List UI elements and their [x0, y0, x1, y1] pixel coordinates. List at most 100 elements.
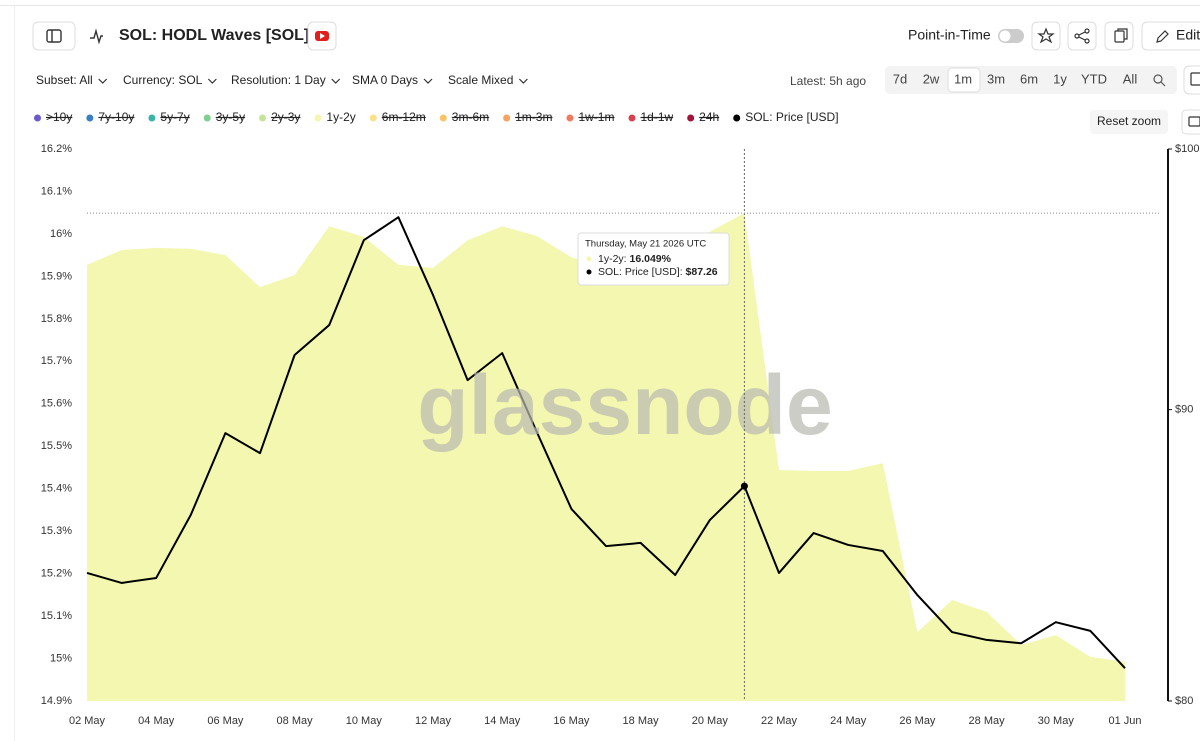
- legend-dot: [733, 114, 741, 122]
- legend-dot: [203, 114, 211, 122]
- range-button[interactable]: 3m: [987, 71, 1005, 86]
- reset-zoom-button[interactable]: [1090, 110, 1168, 134]
- watermark: glassnode: [417, 358, 832, 452]
- share-button[interactable]: [1067, 21, 1097, 51]
- chevron: [518, 78, 528, 84]
- copy-icon: [1114, 28, 1128, 43]
- x-tick-label: 12 May: [415, 715, 452, 727]
- dropdown[interactable]: Resolution: 1 Day: [231, 73, 326, 87]
- y-tick-label: 15.3%: [41, 525, 72, 537]
- y-tick-label: 14.9%: [41, 695, 72, 707]
- share-icon: [1074, 28, 1090, 44]
- tooltip-row: SOL: Price [USD]: $87.26: [598, 266, 718, 278]
- latest-label: Latest: 5h ago: [790, 74, 866, 88]
- dropdown[interactable]: SMA 0 Days: [352, 73, 418, 87]
- y-tick-label: 15%: [50, 652, 72, 664]
- edit-button[interactable]: [1141, 21, 1200, 51]
- chevron: [207, 78, 217, 84]
- range-button[interactable]: All: [1123, 71, 1138, 86]
- legend-dot: [314, 114, 322, 122]
- x-tick-label: 08 May: [277, 715, 314, 727]
- legend-label[interactable]: 2y-3y: [271, 110, 300, 124]
- y-tick-label: 16%: [50, 228, 72, 240]
- star-icon: [1037, 27, 1055, 44]
- legend-label[interactable]: SOL: Price [USD]: [745, 110, 838, 124]
- sidebar-icon: [46, 29, 62, 43]
- tooltip-dot: [586, 269, 592, 275]
- dropdown[interactable]: Scale Mixed: [448, 73, 513, 87]
- x-tick-label: 22 May: [761, 715, 798, 727]
- x-tick-label: 18 May: [623, 715, 660, 727]
- range-button[interactable]: 1y: [1053, 71, 1067, 86]
- tooltip-row: 1y-2y: 16.049%: [598, 253, 672, 265]
- legend-label[interactable]: 1w-1m: [578, 110, 614, 124]
- legend-dot: [503, 114, 511, 122]
- dropdown[interactable]: Currency: SOL: [123, 73, 203, 87]
- calendar-icon: [1190, 72, 1200, 86]
- tooltip-box: [577, 232, 730, 286]
- chevron: [98, 78, 108, 84]
- edit-label: Edit: [1176, 27, 1200, 43]
- legend-label[interactable]: 1m-3m: [515, 110, 552, 124]
- legend-dot: [34, 114, 41, 122]
- legend-dot: [259, 114, 267, 122]
- calendar-button[interactable]: [1183, 65, 1200, 95]
- x-tick-label: 16 May: [553, 715, 590, 727]
- legend-label[interactable]: 5y-7y: [160, 110, 189, 124]
- copy-button[interactable]: [1104, 21, 1134, 51]
- tooltip-value: $87.26: [686, 266, 718, 278]
- x-tick-label: 10 May: [346, 715, 383, 727]
- legend-dot: [439, 114, 447, 122]
- tooltip-title: Thursday, May 21 2026 UTC: [585, 239, 706, 250]
- legend-dot: [628, 114, 636, 122]
- range-button[interactable]: YTD: [1081, 71, 1107, 86]
- legend-dot: [86, 114, 94, 122]
- legend-label[interactable]: 24h: [699, 110, 719, 124]
- chart-title: SOL: HODL Waves [SOL]: [119, 27, 309, 44]
- legend-dot: [566, 114, 574, 122]
- legend-label[interactable]: 6m-12m: [382, 110, 426, 124]
- zoom-icon: [1153, 74, 1166, 87]
- legend-label[interactable]: 7y-10y: [98, 110, 134, 124]
- tooltip: Thursday, May 21 2026 UTC 1y-2y: 16.049%…: [577, 232, 730, 286]
- edit-icon: [1156, 30, 1169, 43]
- y-tick-label: 15.6%: [41, 398, 72, 410]
- legend-label[interactable]: >10y: [46, 110, 72, 124]
- tooltip-dot: [586, 256, 592, 262]
- x-tick-label: 28 May: [969, 715, 1006, 727]
- toggle-knob: [999, 30, 1011, 42]
- legend-label[interactable]: 1y-2y: [326, 110, 355, 124]
- range-button[interactable]: 6m: [1020, 71, 1038, 86]
- range-button[interactable]: 2w: [923, 71, 940, 86]
- y-tick-label: 16.1%: [41, 185, 72, 197]
- x-tick-label: 14 May: [484, 715, 521, 727]
- price-line: [86, 216, 1126, 669]
- legend-label[interactable]: 3m-6m: [452, 110, 489, 124]
- dropdown[interactable]: Subset: All: [36, 73, 93, 87]
- sidebar-button[interactable]: [32, 21, 76, 51]
- legend-dot: [369, 114, 377, 122]
- legend-dot: [687, 114, 695, 122]
- legend-label[interactable]: 3y-5y: [216, 110, 245, 124]
- y-tick-label: 15.9%: [41, 270, 72, 282]
- hover-point: [740, 482, 748, 490]
- x-tick-label: 20 May: [692, 715, 729, 727]
- range-button[interactable]: 7d: [893, 71, 907, 86]
- chevron: [423, 78, 433, 84]
- pulse-icon: [90, 28, 103, 45]
- range-button[interactable]: 1m: [954, 71, 972, 86]
- camera-button[interactable]: [1181, 109, 1200, 135]
- youtube-icon: [320, 33, 325, 39]
- y-tick-label: 15.1%: [41, 610, 72, 622]
- range-selected: [947, 67, 981, 93]
- tooltip-value: 16.049%: [630, 253, 672, 265]
- y-tick-label: 15.5%: [41, 440, 72, 452]
- y2-tick-label: $90: [1175, 404, 1193, 416]
- area: [87, 213, 1125, 701]
- tooltip-label: SOL: Price [USD]:: [598, 266, 683, 278]
- tooltip-label: 1y-2y:: [598, 253, 627, 265]
- y-tick-label: 15.2%: [41, 568, 72, 580]
- star-button[interactable]: [1031, 21, 1061, 51]
- legend-label[interactable]: 1d-1w: [640, 110, 673, 124]
- y-tick-label: 15.7%: [41, 355, 72, 367]
